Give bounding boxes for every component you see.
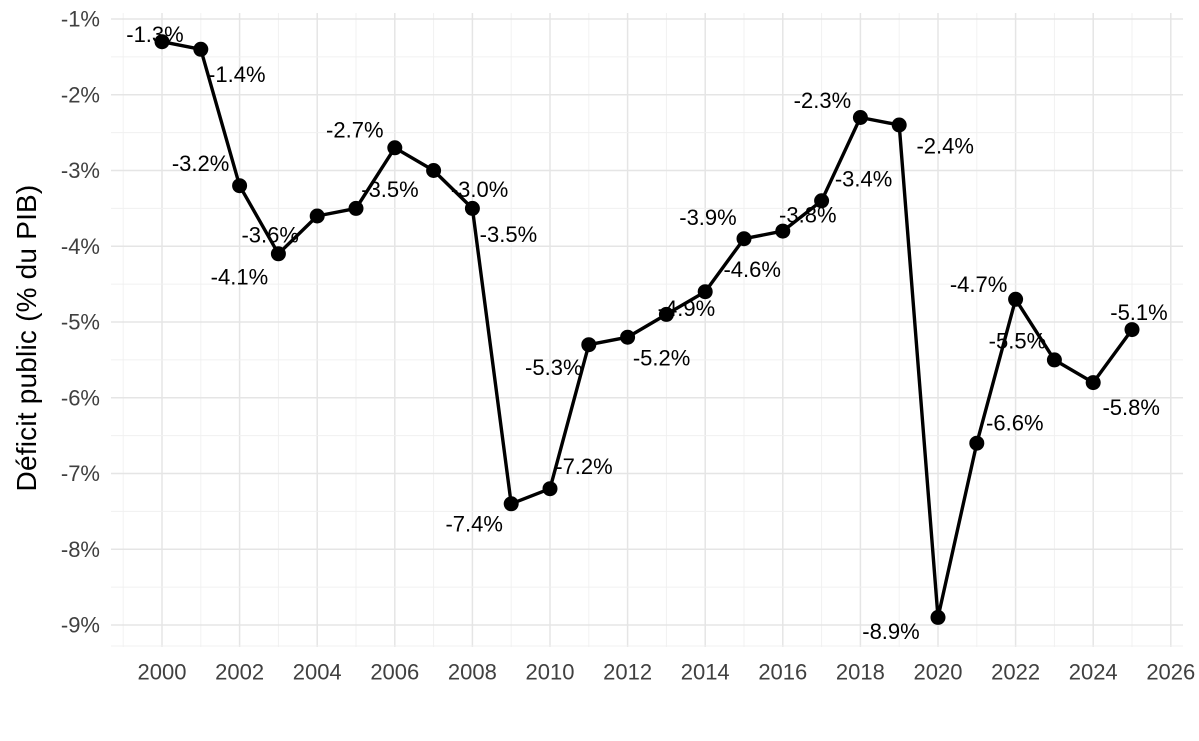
- data-point-label: -4.1%: [211, 264, 268, 289]
- y-tick-label: -5%: [61, 310, 100, 335]
- x-tick-label: 2020: [914, 660, 963, 685]
- x-tick-label: 2004: [293, 660, 342, 685]
- data-point-label: -5.2%: [633, 346, 690, 371]
- data-point: [736, 231, 752, 247]
- deficit-line: [160, 40, 1134, 620]
- x-tick-label: 2002: [215, 660, 264, 685]
- y-tick-label: -6%: [61, 385, 100, 410]
- data-point-label: -7.2%: [555, 454, 612, 479]
- x-tick-label: 2006: [370, 660, 419, 685]
- data-point-label: -7.4%: [445, 511, 502, 536]
- data-point-label: -2.3%: [794, 88, 851, 113]
- data-point-label: -3.5%: [480, 222, 537, 247]
- data-point-label: -4.9%: [658, 296, 715, 321]
- x-tick-label: 2024: [1069, 660, 1118, 685]
- data-point: [697, 284, 713, 300]
- y-tick-label: -9%: [61, 613, 100, 638]
- data-point: [387, 140, 403, 156]
- data-point: [426, 163, 442, 178]
- data-point: [154, 34, 170, 50]
- data-point-label: -3.6%: [241, 223, 298, 248]
- data-point-label: -1.4%: [208, 62, 265, 87]
- x-tick-label: 2026: [1146, 660, 1195, 685]
- data-point-label: -3.0%: [451, 177, 508, 202]
- x-tick-label: 2016: [758, 660, 807, 685]
- y-axis-title: Déficit public (% du PIB): [11, 184, 42, 492]
- x-tick-label: 2012: [603, 660, 652, 685]
- y-tick-label: -1%: [61, 7, 100, 32]
- data-point-label: -5.1%: [1110, 300, 1167, 325]
- data-point-label: -2.4%: [916, 134, 973, 159]
- data-point: [232, 178, 248, 194]
- data-point-label: -6.6%: [986, 411, 1043, 436]
- data-point: [658, 306, 674, 322]
- data-point: [309, 208, 325, 224]
- data-point: [930, 609, 946, 625]
- data-point-label: -8.9%: [862, 619, 919, 644]
- data-point: [969, 435, 985, 451]
- y-tick-label: -8%: [61, 537, 100, 562]
- data-layer: -1.3% -1.4% -3.2% -4.1% -3.6% -3.5% -2.7% -3.0%…: [126, 22, 1167, 644]
- axis-layer: 2000 2002 2004 2006 2008 2010 2012 2014 2016 2018…: [61, 7, 1195, 685]
- data-point-label: -4.7%: [950, 272, 1007, 297]
- data-point: [1085, 375, 1101, 391]
- data-point: [581, 337, 597, 353]
- y-tick-label: -2%: [61, 82, 100, 107]
- data-point: [814, 193, 830, 209]
- y-tick-label: -7%: [61, 461, 100, 486]
- data-point-label: -3.2%: [172, 151, 229, 176]
- data-point-label: -3.8%: [779, 203, 836, 228]
- x-tick-label: 2008: [448, 660, 497, 685]
- data-point-label: -3.4%: [835, 166, 892, 191]
- data-point: [852, 110, 868, 125]
- data-point-label: -2.7%: [326, 117, 383, 142]
- x-tick-label: 2000: [138, 660, 187, 685]
- data-point: [1046, 352, 1062, 368]
- data-point: [1124, 322, 1140, 338]
- data-point-label: -5.5%: [989, 328, 1046, 353]
- y-tick-label: -4%: [61, 234, 100, 259]
- data-point-label: -3.9%: [679, 205, 736, 230]
- data-point: [270, 246, 286, 262]
- data-point: [348, 200, 364, 216]
- data-point: [503, 496, 519, 512]
- data-point-label: -5.8%: [1102, 395, 1159, 420]
- x-tick-label: 2014: [681, 660, 730, 685]
- data-point-label: -4.6%: [723, 257, 780, 282]
- data-point: [193, 41, 209, 57]
- data-point-label: -5.3%: [525, 355, 582, 380]
- data-point-label: -1.3%: [126, 22, 183, 47]
- data-point: [1008, 291, 1024, 307]
- x-tick-label: 2018: [836, 660, 885, 685]
- y-tick-label: -3%: [61, 158, 100, 183]
- data-point: [620, 329, 636, 345]
- data-point: [775, 223, 791, 239]
- data-point-label: -3.5%: [361, 177, 418, 202]
- data-point: [464, 200, 480, 216]
- data-point: [891, 117, 907, 133]
- x-tick-label: 2022: [991, 660, 1040, 685]
- x-tick-label: 2010: [526, 660, 575, 685]
- grid-layer: [111, 13, 1183, 647]
- data-point: [542, 481, 558, 497]
